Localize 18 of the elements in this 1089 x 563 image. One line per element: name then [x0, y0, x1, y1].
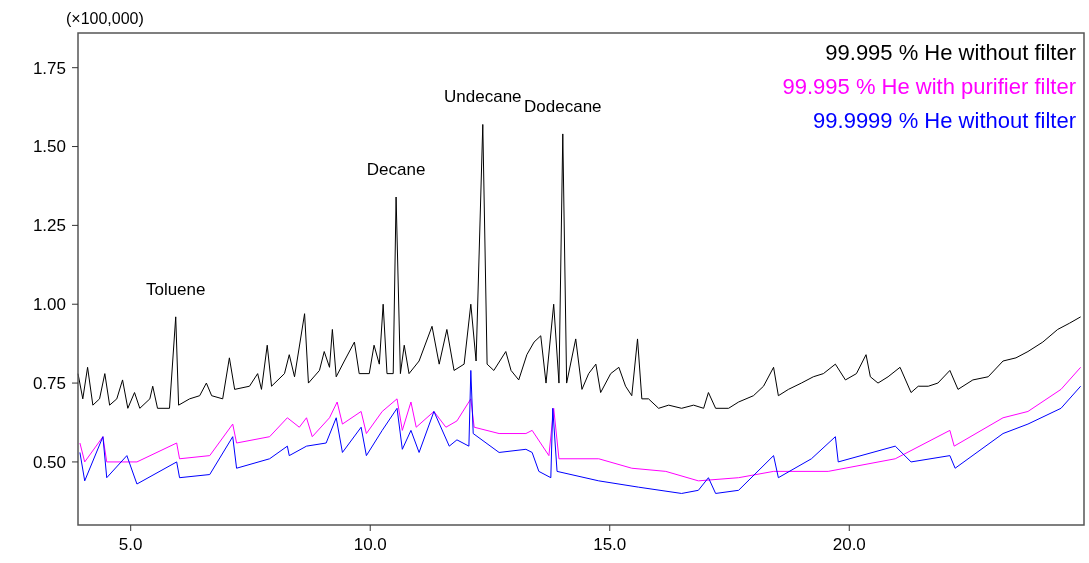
x-tick-label: 5.0	[118, 535, 143, 554]
text: 99.995 % He without filter	[825, 40, 1076, 65]
annotation: Undecane	[444, 87, 522, 107]
y-tick-label: 1.50	[32, 137, 66, 157]
y-tick-label: 1.00	[32, 295, 66, 315]
x-tick-label: 10.0	[353, 535, 387, 554]
y-tick-label: 0.75	[32, 374, 66, 394]
annotation: Decane	[366, 160, 426, 179]
annotation: Dodecane	[524, 96, 602, 116]
y-tick-label: 0.50	[32, 452, 66, 472]
y-axis-title: (×100,000)	[66, 10, 144, 27]
x-tick-label: 20.0	[832, 535, 866, 554]
annotation: Toluene	[145, 279, 206, 299]
text: 99.995 % He with purifier filter	[782, 74, 1076, 99]
y-tick-label: 1.25	[32, 216, 66, 236]
text: 99.9999 % He without filter	[813, 108, 1076, 133]
x-tick-label: 15.0	[593, 535, 627, 554]
y-tick-label: 1.75	[32, 58, 66, 78]
